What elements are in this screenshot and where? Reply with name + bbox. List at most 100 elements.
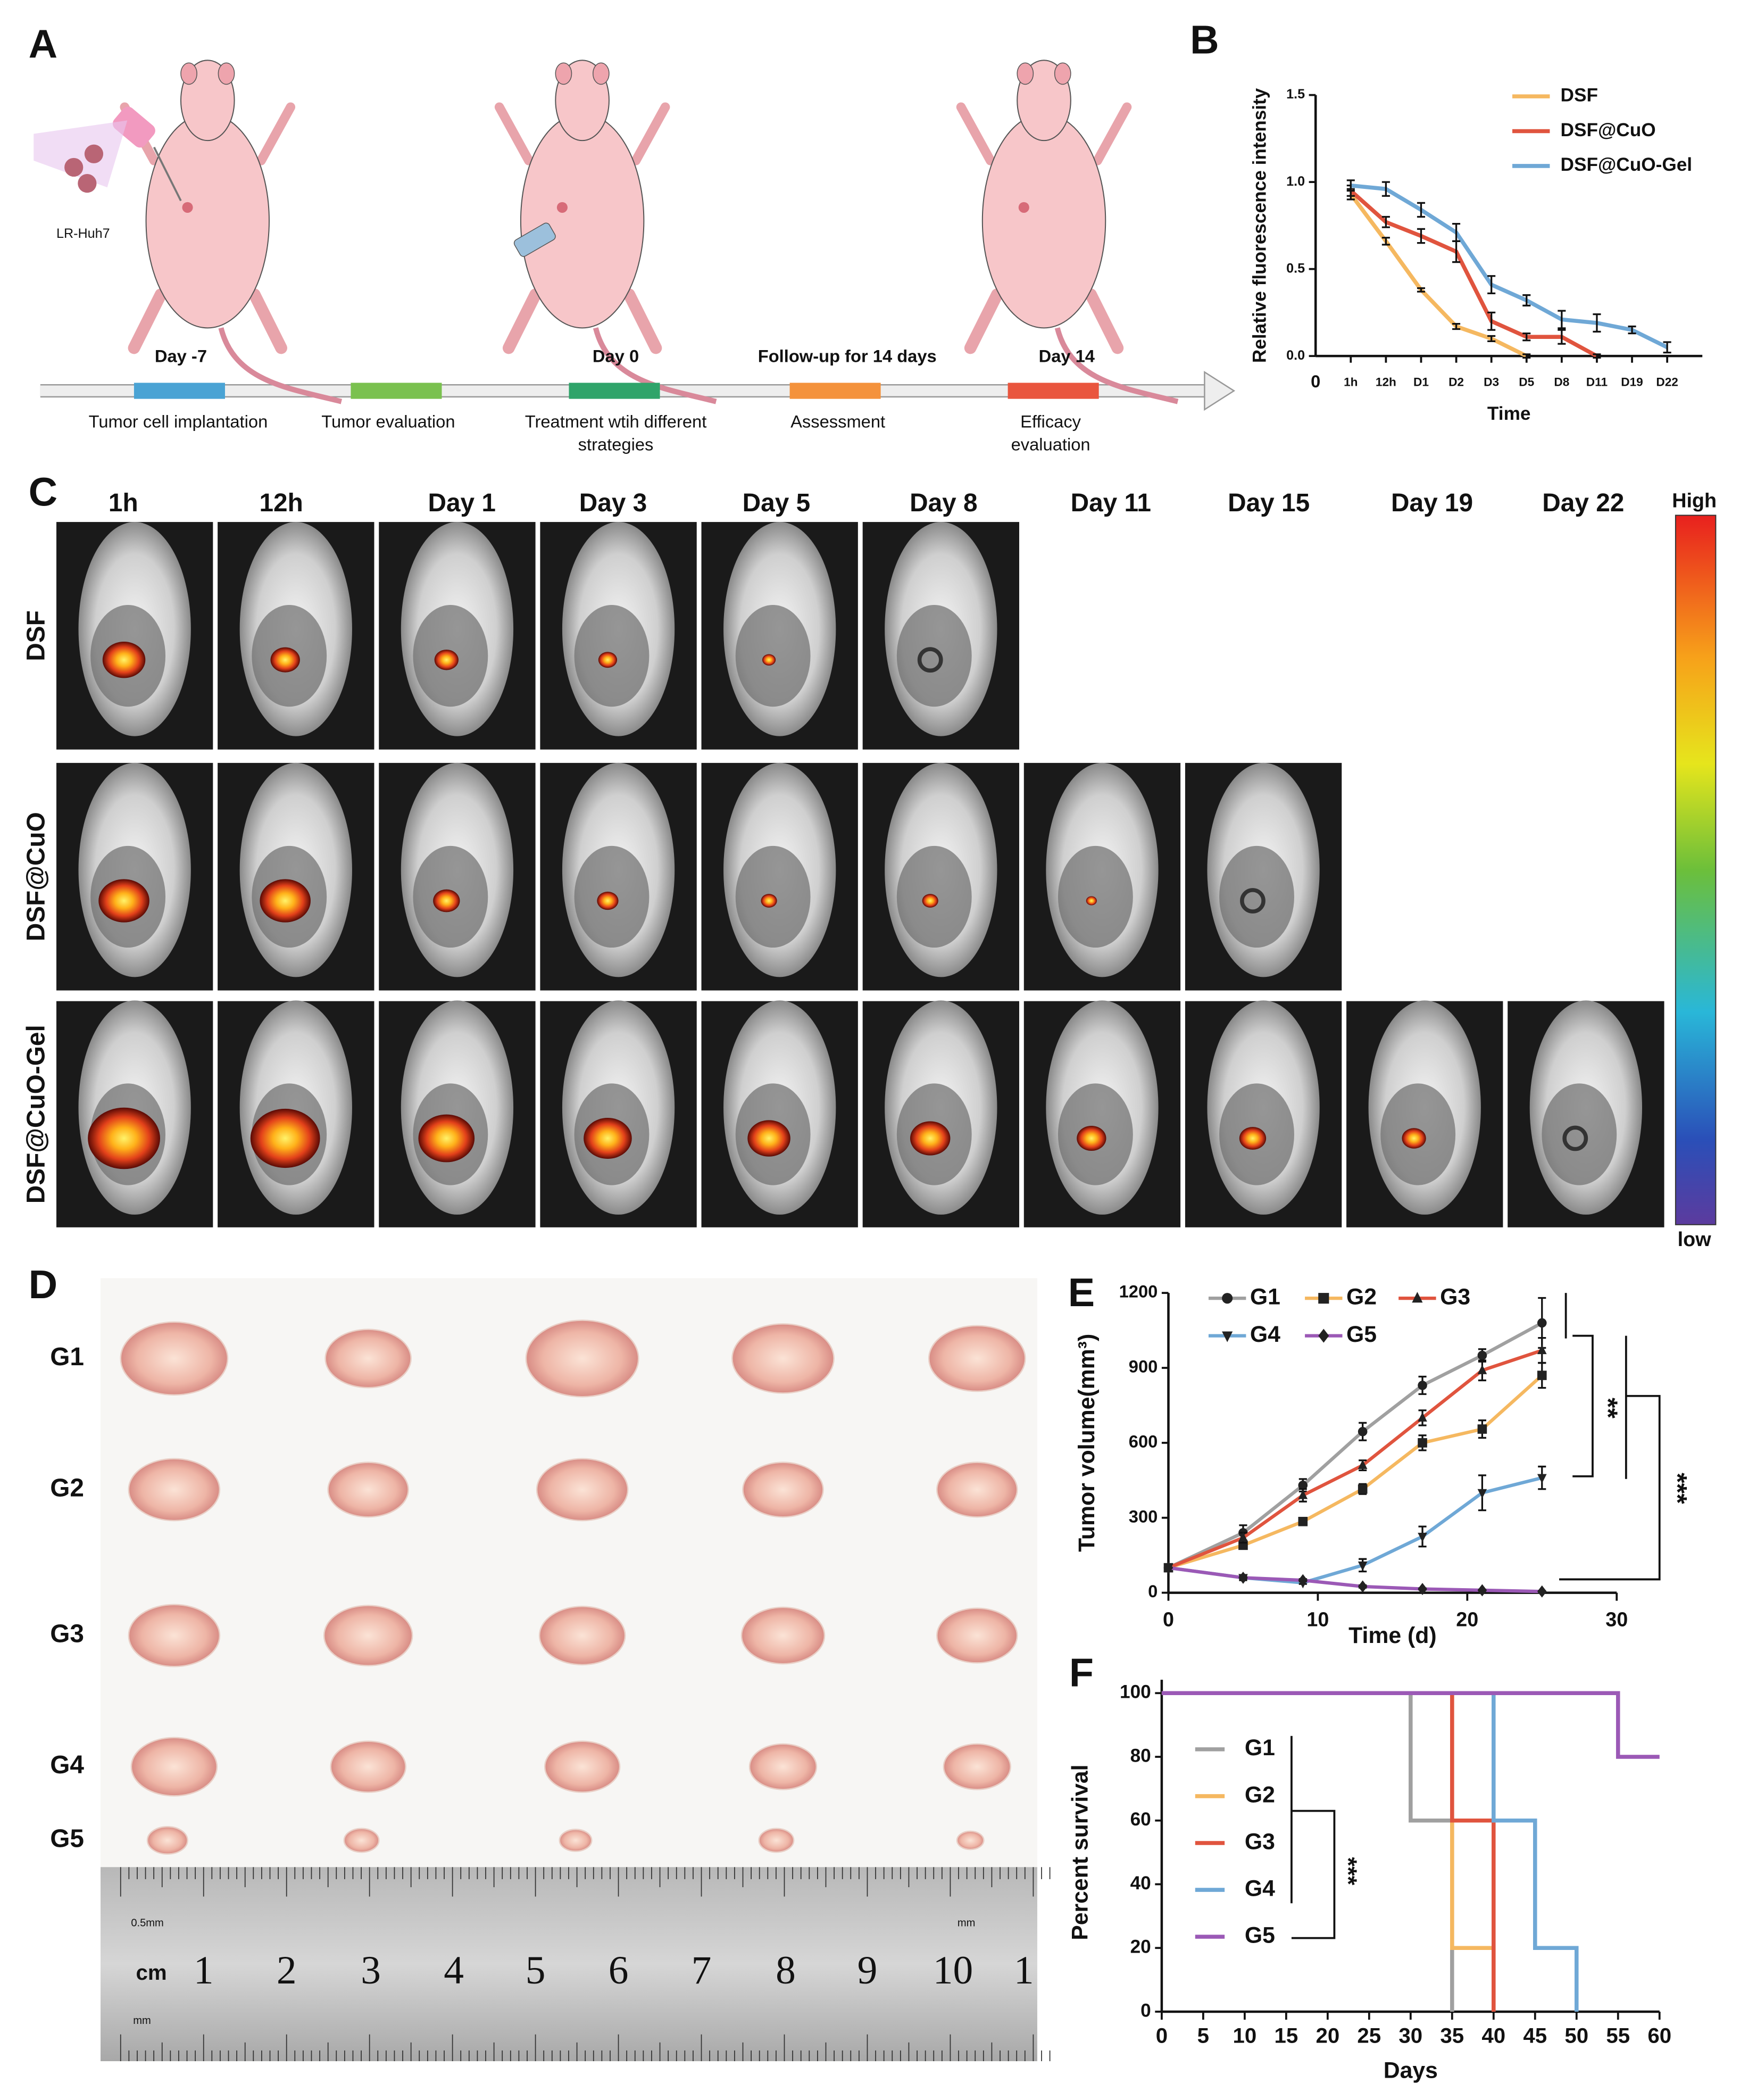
y-tick-label: 1.5 — [1286, 87, 1305, 102]
x-tick-label: 15 — [1274, 2023, 1298, 2047]
mouse-ear — [1054, 62, 1071, 85]
y-tick-label: 600 — [1129, 1431, 1158, 1451]
color-scale — [1675, 514, 1717, 1225]
y-tick-label: 40 — [1130, 1873, 1151, 1894]
x-tick-label: 0 — [1311, 371, 1320, 391]
tumor — [559, 1829, 593, 1852]
fluorescence — [922, 894, 938, 908]
step-label: Assessment — [790, 412, 885, 431]
tumor — [928, 1325, 1026, 1392]
fluorescence — [584, 1118, 632, 1159]
error-bar — [1628, 325, 1636, 335]
mouse-belly — [1542, 1083, 1617, 1185]
tumor — [525, 1319, 639, 1398]
mouse-body — [981, 113, 1106, 329]
fluorescence — [597, 891, 619, 910]
mouse-arm — [494, 102, 534, 165]
error-bar — [1522, 294, 1531, 306]
mouse-leg — [248, 288, 287, 354]
marker — [1298, 1489, 1308, 1499]
legend-label: G3 — [1245, 1829, 1275, 1854]
marker — [1418, 1412, 1427, 1422]
significance-bracket — [1564, 1293, 1627, 1479]
marker — [1537, 1371, 1547, 1380]
panel-label: E — [1068, 1270, 1095, 1315]
group-label: DSF@CuO — [22, 812, 50, 941]
mouse-arm — [956, 102, 995, 165]
series-line — [1349, 193, 1528, 358]
y-tick-label: 0.0 — [1286, 348, 1305, 363]
survival-curve — [1161, 1691, 1660, 1759]
milestone: Day 0 — [593, 346, 639, 366]
ruler — [101, 1867, 1037, 2062]
series-line — [1349, 189, 1598, 358]
legend-label: G5 — [1346, 1322, 1377, 1347]
fluorescence — [270, 647, 300, 673]
marker — [1537, 1318, 1547, 1328]
marker — [1298, 1480, 1308, 1490]
x-tick-label: 60 — [1647, 2023, 1671, 2047]
mouse-tail — [218, 327, 343, 404]
marker — [1358, 1484, 1368, 1494]
legend-label: G3 — [1440, 1284, 1470, 1309]
tumor — [128, 1604, 221, 1667]
group-label: DSF — [22, 610, 50, 661]
error-bar — [1417, 202, 1426, 218]
legend-label: G2 — [1245, 1782, 1275, 1807]
mouse-leg — [128, 288, 167, 354]
mouse-leg — [964, 288, 1003, 354]
scale-label: High — [1672, 489, 1717, 511]
x-tick-label: 50 — [1564, 2023, 1588, 2047]
milestone: Follow-up for 14 days — [758, 346, 937, 366]
mouse-ear — [218, 62, 235, 85]
significance-bracket — [1559, 1395, 1661, 1581]
milestone: Day -7 — [155, 346, 207, 366]
mouse-tail — [1054, 327, 1179, 404]
panel-label: D — [29, 1262, 58, 1307]
tumor — [731, 1323, 835, 1394]
survival-curve — [1161, 1691, 1496, 2012]
fluorescence — [910, 1121, 951, 1156]
y-axis-title: Relative fluorescence intensity — [1249, 88, 1270, 363]
x-tick-label: D1 — [1413, 375, 1429, 388]
error-bar — [1522, 333, 1531, 342]
tumor-scar — [1562, 1125, 1588, 1151]
survival-curve — [1161, 1691, 1454, 2012]
tumor — [323, 1605, 413, 1666]
y-tick-label: 1.0 — [1286, 174, 1305, 189]
error-bar — [1417, 228, 1426, 244]
tumor — [758, 1828, 795, 1853]
timepoint: Day 5 — [743, 489, 811, 517]
mouse-arm — [631, 102, 670, 165]
error-bar — [1593, 313, 1601, 333]
fluorescence — [102, 641, 146, 678]
group-label: G4 — [50, 1751, 84, 1779]
mouse-tail — [593, 327, 717, 404]
error-bar — [1487, 311, 1496, 331]
fluorescence — [250, 1108, 320, 1168]
group-label: G1 — [50, 1343, 84, 1371]
mouse-belly — [1058, 845, 1133, 948]
ruler-number: 7 — [692, 1948, 712, 1993]
tumor-scar — [1240, 888, 1266, 914]
y-tick-label: 900 — [1129, 1357, 1158, 1376]
panel-label: C — [29, 470, 58, 514]
timepoint: Day 11 — [1071, 489, 1151, 517]
y-tick-label: 0 — [1148, 1581, 1158, 1601]
ruler-number: 1 — [1014, 1948, 1034, 1993]
legend-label: G4 — [1245, 1875, 1275, 1901]
tumor — [956, 1830, 985, 1850]
cell — [84, 144, 104, 163]
timepoint: 1h — [109, 489, 138, 517]
x-axis-title: Time — [1487, 403, 1531, 424]
marker — [1477, 1489, 1487, 1499]
marker — [1477, 1424, 1487, 1434]
ruler-number: 9 — [857, 1948, 878, 1993]
marker — [1477, 1584, 1487, 1597]
y-tick-label: 80 — [1130, 1745, 1151, 1766]
x-tick-label: 30 — [1398, 2023, 1422, 2047]
series-line — [1350, 183, 1668, 350]
tumor — [936, 1607, 1018, 1664]
marker — [1238, 1532, 1248, 1542]
marker — [1318, 1329, 1329, 1343]
